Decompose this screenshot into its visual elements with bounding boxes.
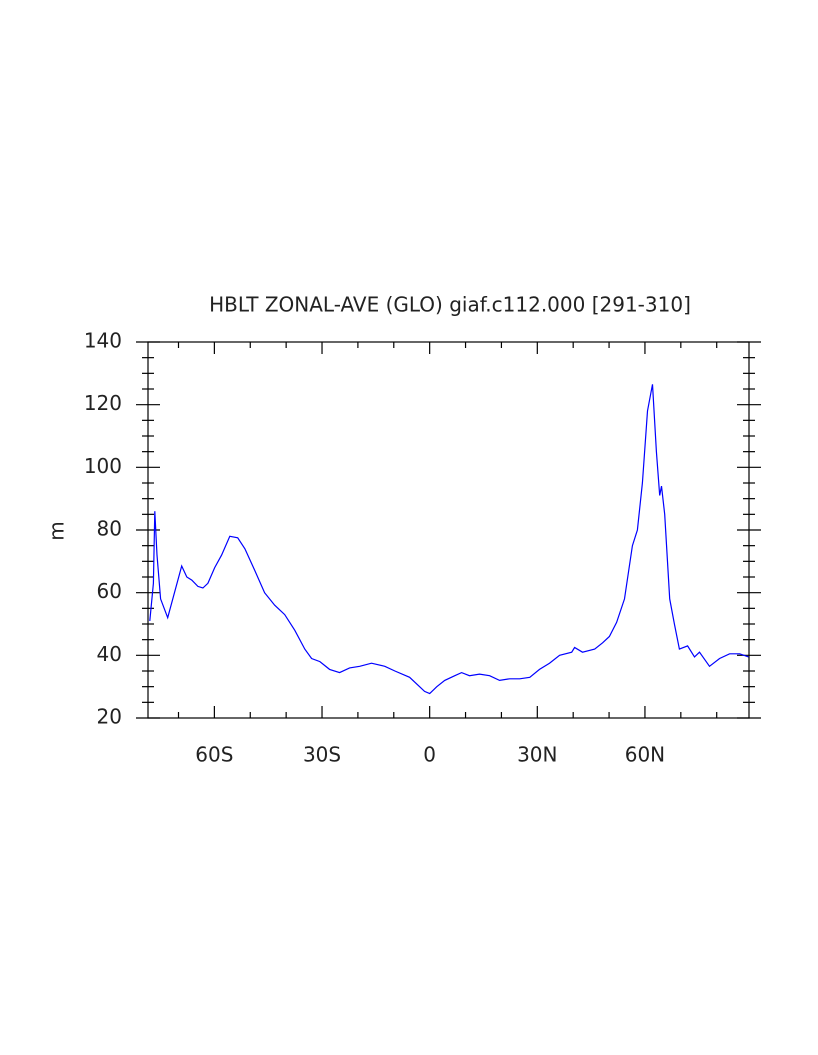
- chart-title: HBLT ZONAL-AVE (GLO) giaf.c112.000 [291-…: [209, 293, 691, 317]
- y-tick-label: 120: [84, 391, 122, 415]
- data-line: [149, 384, 749, 695]
- y-tick-label: 20: [97, 705, 122, 729]
- x-tick-label: 30S: [303, 743, 341, 767]
- y-tick-label: 80: [97, 517, 122, 541]
- y-tick-label: 100: [84, 454, 122, 478]
- plot-frame: [147, 341, 750, 719]
- x-tick-label: 30N: [517, 743, 557, 767]
- x-tick-label: 60S: [195, 743, 233, 767]
- y-tick-label: 140: [84, 329, 122, 353]
- y-tick-label: 40: [97, 642, 122, 666]
- y-tick-label: 60: [97, 579, 122, 603]
- y-axis-label: m: [45, 521, 69, 540]
- x-tick-label: 0: [423, 743, 436, 767]
- x-tick-label: 60N: [625, 743, 665, 767]
